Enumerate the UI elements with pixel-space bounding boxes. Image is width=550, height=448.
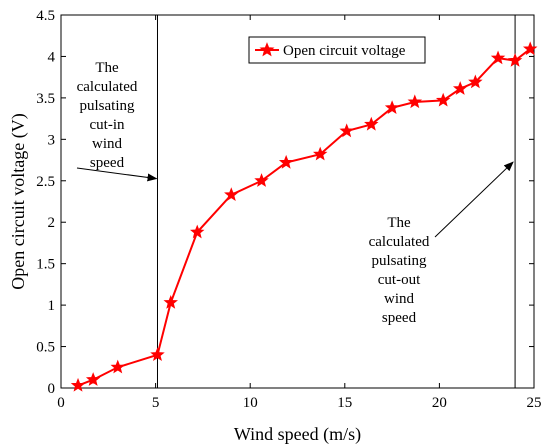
y-axis: 0 0.5 1 1.5 2 2.5 3 3.5 4 4.5 bbox=[36, 8, 534, 397]
data-point bbox=[312, 146, 328, 161]
y-tick-label: 1 bbox=[48, 298, 56, 314]
data-point bbox=[70, 377, 86, 392]
y-tick-label: 1.5 bbox=[36, 257, 55, 273]
x-tick-label: 0 bbox=[57, 395, 65, 411]
x-tick-label: 10 bbox=[243, 395, 258, 411]
series-layer bbox=[70, 41, 538, 392]
series-line bbox=[77, 48, 531, 387]
data-point bbox=[150, 347, 165, 361]
data-point bbox=[490, 50, 506, 65]
data-point bbox=[364, 116, 379, 131]
data-point bbox=[339, 123, 354, 138]
annotation-cut-out: The calculated pulsating cut-out wind speed bbox=[369, 215, 430, 326]
annotation-arrow-cut-out bbox=[434, 161, 514, 238]
y-tick-label: 0 bbox=[48, 381, 56, 397]
x-tick-label: 25 bbox=[527, 395, 542, 411]
x-tick-label: 5 bbox=[152, 395, 160, 411]
data-point bbox=[278, 154, 294, 169]
legend: Open circuit voltage bbox=[248, 36, 426, 64]
data-point bbox=[189, 224, 205, 239]
data-point bbox=[384, 100, 400, 114]
plot-frame bbox=[60, 14, 535, 389]
data-point bbox=[407, 94, 423, 109]
y-tick-label: 4 bbox=[48, 49, 56, 65]
x-tick-label: 15 bbox=[337, 395, 352, 411]
x-tick-label: 20 bbox=[432, 395, 447, 411]
data-point bbox=[452, 81, 468, 95]
legend-star-icon bbox=[259, 42, 275, 57]
y-tick-label: 2.5 bbox=[36, 174, 55, 190]
y-tick-label: 4.5 bbox=[36, 8, 55, 24]
annotation-cut-in: The calculated pulsating cut-in wind speed bbox=[77, 60, 138, 171]
data-point bbox=[522, 41, 538, 56]
y-tick-label: 2 bbox=[48, 215, 56, 231]
annotation-arrow-cut-in bbox=[76, 167, 158, 182]
data-point bbox=[224, 187, 239, 202]
x-axis: 0 5 10 15 20 25 bbox=[57, 15, 542, 411]
annotations-layer: The calculated pulsating cut-in wind speed The… bbox=[76, 60, 514, 326]
data-point bbox=[110, 359, 125, 374]
data-point bbox=[507, 52, 523, 67]
legend-label: Open circuit voltage bbox=[283, 43, 406, 59]
y-axis-title: Open circuit voltage (V) bbox=[8, 113, 29, 289]
data-point bbox=[435, 92, 451, 107]
data-point bbox=[163, 295, 178, 309]
y-tick-label: 3.5 bbox=[36, 91, 55, 107]
x-axis-title: Wind speed (m/s) bbox=[234, 424, 361, 445]
y-tick-label: 0.5 bbox=[36, 340, 55, 356]
y-tick-label: 3 bbox=[48, 132, 56, 148]
vlines-layer bbox=[156, 15, 516, 388]
data-point bbox=[468, 74, 483, 89]
data-point bbox=[254, 173, 269, 187]
data-point bbox=[85, 372, 101, 386]
